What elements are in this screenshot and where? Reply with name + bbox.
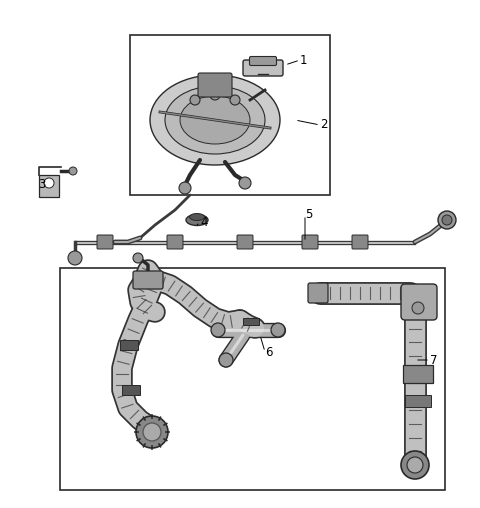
Circle shape (143, 423, 161, 441)
Circle shape (69, 167, 77, 175)
FancyBboxPatch shape (97, 235, 113, 249)
Ellipse shape (150, 75, 280, 165)
Circle shape (219, 353, 233, 367)
Circle shape (407, 457, 423, 473)
Circle shape (412, 302, 424, 314)
Bar (122, 385, 140, 395)
Circle shape (68, 251, 82, 265)
Circle shape (210, 90, 220, 100)
FancyBboxPatch shape (198, 73, 232, 97)
Text: 5: 5 (305, 208, 312, 221)
Bar (148, 274, 162, 288)
Circle shape (133, 253, 143, 263)
Circle shape (44, 178, 54, 188)
Circle shape (438, 211, 456, 229)
Text: 1: 1 (300, 53, 308, 67)
Circle shape (401, 451, 429, 479)
Bar (39, 175, 59, 197)
FancyBboxPatch shape (243, 60, 283, 76)
FancyBboxPatch shape (308, 283, 328, 303)
Text: 6: 6 (265, 345, 273, 359)
FancyBboxPatch shape (302, 235, 318, 249)
Ellipse shape (165, 86, 265, 154)
Ellipse shape (186, 214, 208, 226)
FancyBboxPatch shape (250, 56, 276, 66)
Bar (405, 395, 431, 407)
Circle shape (136, 416, 168, 448)
Circle shape (442, 215, 452, 225)
Circle shape (239, 177, 251, 189)
Text: 4: 4 (200, 215, 207, 229)
Bar (120, 340, 138, 350)
Bar (60, 268, 445, 490)
Text: 7: 7 (430, 354, 437, 366)
Circle shape (271, 323, 285, 337)
Text: 2: 2 (320, 118, 327, 132)
Bar (403, 365, 433, 383)
FancyBboxPatch shape (167, 235, 183, 249)
Bar (130, 35, 330, 195)
Bar (243, 318, 259, 325)
FancyBboxPatch shape (352, 235, 368, 249)
Circle shape (230, 95, 240, 105)
Circle shape (179, 182, 191, 194)
Ellipse shape (190, 213, 204, 220)
FancyBboxPatch shape (237, 235, 253, 249)
Circle shape (190, 95, 200, 105)
Text: 3: 3 (38, 178, 46, 192)
Circle shape (211, 323, 225, 337)
FancyBboxPatch shape (401, 284, 437, 320)
Ellipse shape (180, 96, 250, 144)
FancyBboxPatch shape (133, 271, 163, 289)
